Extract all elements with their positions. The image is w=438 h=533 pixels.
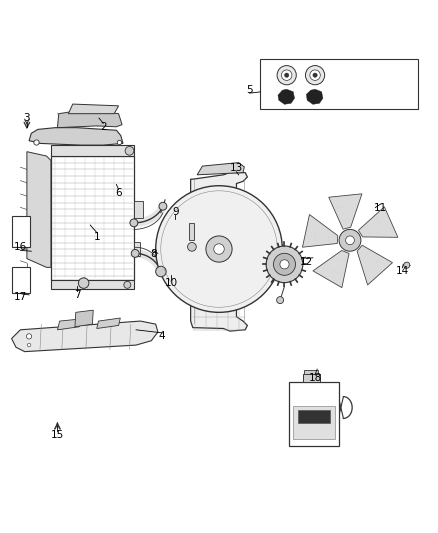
Circle shape — [27, 343, 31, 347]
Polygon shape — [306, 89, 323, 104]
Circle shape — [285, 73, 289, 77]
Text: 5: 5 — [246, 85, 253, 95]
Circle shape — [214, 244, 224, 254]
Polygon shape — [75, 310, 93, 327]
Bar — [12, 266, 30, 293]
Bar — [293, 406, 335, 439]
Polygon shape — [197, 163, 244, 175]
Text: 7: 7 — [74, 290, 81, 300]
Circle shape — [155, 185, 283, 312]
Polygon shape — [29, 128, 123, 145]
Circle shape — [159, 203, 167, 210]
Text: 3: 3 — [24, 113, 30, 123]
Polygon shape — [357, 245, 392, 285]
Polygon shape — [97, 318, 120, 328]
Polygon shape — [57, 319, 81, 330]
Text: 18: 18 — [308, 373, 321, 383]
Text: 15: 15 — [51, 430, 64, 440]
Bar — [289, 382, 339, 446]
Circle shape — [313, 73, 317, 77]
Text: 13: 13 — [230, 163, 243, 173]
Circle shape — [125, 147, 134, 155]
Text: 16: 16 — [14, 242, 27, 252]
Circle shape — [130, 219, 138, 227]
Circle shape — [155, 266, 166, 277]
Bar — [134, 201, 143, 218]
Circle shape — [277, 297, 284, 304]
Circle shape — [346, 236, 354, 245]
Bar — [261, 59, 418, 109]
Polygon shape — [278, 89, 294, 104]
Polygon shape — [191, 173, 247, 331]
Polygon shape — [313, 251, 349, 288]
Circle shape — [280, 260, 289, 269]
Polygon shape — [68, 104, 119, 114]
Text: 6: 6 — [115, 188, 122, 198]
Circle shape — [26, 334, 32, 339]
Polygon shape — [329, 194, 362, 229]
Text: 12: 12 — [300, 257, 313, 267]
Bar — [304, 370, 318, 374]
Polygon shape — [27, 152, 51, 268]
Circle shape — [124, 281, 131, 288]
Text: 10: 10 — [164, 278, 177, 288]
Circle shape — [34, 140, 39, 145]
Circle shape — [266, 246, 303, 282]
Polygon shape — [189, 223, 194, 240]
Text: 2: 2 — [100, 122, 106, 132]
Bar — [51, 145, 134, 156]
Text: 17: 17 — [14, 292, 27, 302]
Bar — [303, 374, 321, 382]
Polygon shape — [12, 321, 158, 352]
Circle shape — [187, 243, 196, 251]
Circle shape — [131, 249, 139, 257]
Bar — [12, 216, 30, 247]
Circle shape — [78, 278, 89, 288]
Bar — [51, 156, 134, 280]
Text: 1: 1 — [93, 232, 100, 242]
Polygon shape — [303, 214, 338, 247]
Bar — [134, 243, 141, 256]
Text: 8: 8 — [150, 249, 157, 259]
Polygon shape — [358, 207, 398, 237]
Circle shape — [282, 70, 292, 80]
Bar — [51, 280, 134, 289]
Circle shape — [117, 140, 122, 144]
Text: 11: 11 — [374, 203, 387, 213]
Text: 9: 9 — [172, 207, 179, 217]
Circle shape — [206, 236, 232, 262]
Circle shape — [305, 66, 325, 85]
Bar — [297, 410, 330, 423]
Text: 14: 14 — [396, 266, 409, 276]
Polygon shape — [57, 111, 122, 128]
Circle shape — [404, 262, 410, 268]
Circle shape — [310, 70, 320, 80]
Circle shape — [339, 229, 361, 251]
Circle shape — [277, 66, 296, 85]
Circle shape — [273, 253, 296, 276]
Text: 4: 4 — [159, 332, 166, 341]
